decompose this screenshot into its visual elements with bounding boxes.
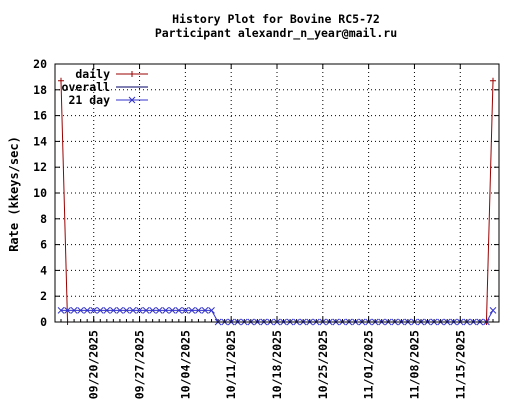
legend-label: overall bbox=[62, 80, 111, 94]
legend-label: daily bbox=[75, 67, 110, 81]
x-tick-label: 11/15/2025 bbox=[453, 330, 467, 399]
y-tick-label: 14 bbox=[33, 134, 47, 148]
x-tick-label: 09/27/2025 bbox=[133, 330, 147, 399]
y-axis-label: Rate (kkeys/sec) bbox=[7, 136, 21, 252]
data-point bbox=[182, 307, 189, 314]
data-point bbox=[195, 307, 202, 314]
data-point bbox=[175, 307, 183, 314]
series-group bbox=[57, 77, 497, 326]
y-tick-label: 2 bbox=[40, 289, 47, 303]
data-point bbox=[490, 77, 496, 84]
data-point bbox=[57, 307, 65, 314]
y-tick-label: 0 bbox=[40, 315, 47, 329]
data-point bbox=[142, 307, 150, 314]
x-tick-label: 10/18/2025 bbox=[270, 330, 284, 399]
y-tick-label: 18 bbox=[33, 83, 47, 97]
data-point bbox=[149, 307, 156, 314]
x-tick-label: 10/25/2025 bbox=[316, 330, 330, 399]
chart-subtitle: Participant alexandr_n_year@mail.ru bbox=[155, 26, 397, 41]
data-point bbox=[201, 307, 209, 314]
data-point bbox=[136, 307, 143, 314]
data-point bbox=[96, 307, 104, 314]
x-tick-label: 09/20/2025 bbox=[87, 330, 101, 399]
data-point bbox=[129, 307, 137, 314]
y-tick-label: 20 bbox=[33, 57, 47, 71]
data-point bbox=[110, 307, 117, 314]
data-point bbox=[90, 307, 98, 314]
x-tick-label: 10/11/2025 bbox=[224, 330, 238, 399]
data-point bbox=[83, 307, 91, 314]
y-tick-label: 16 bbox=[33, 109, 47, 123]
data-point bbox=[128, 96, 136, 104]
data-point bbox=[129, 71, 135, 77]
y-tick-label: 6 bbox=[40, 238, 47, 252]
data-point bbox=[58, 77, 64, 84]
data-point bbox=[64, 307, 71, 314]
axes: 0 2 4 6 8 10 12 14 16 18 20 09/20/2025 09/27/2025 10/… bbox=[33, 57, 499, 399]
data-point bbox=[155, 307, 163, 314]
y-tick-label: 12 bbox=[33, 160, 47, 174]
x-tick-label: 11/01/2025 bbox=[362, 330, 376, 399]
data-point bbox=[168, 307, 176, 314]
data-point bbox=[489, 307, 497, 314]
data-point bbox=[188, 307, 196, 314]
data-point bbox=[208, 307, 215, 314]
data-point bbox=[123, 307, 130, 314]
legend-label: 21 day bbox=[68, 93, 110, 107]
x-tick-label: 10/04/2025 bbox=[178, 330, 192, 399]
y-tick-label: 8 bbox=[40, 212, 47, 226]
data-point bbox=[162, 307, 170, 314]
chart-title: History Plot for Bovine RC5-72 bbox=[172, 12, 380, 26]
y-tick-label: 10 bbox=[33, 186, 47, 200]
plot-frame bbox=[54, 63, 500, 323]
data-point bbox=[77, 307, 84, 314]
data-point bbox=[103, 307, 111, 314]
y-tick-label: 4 bbox=[40, 263, 47, 277]
x-tick-label: 11/08/2025 bbox=[407, 330, 421, 399]
grid-lines bbox=[55, 64, 499, 322]
data-point bbox=[116, 307, 124, 314]
data-point bbox=[70, 307, 78, 314]
